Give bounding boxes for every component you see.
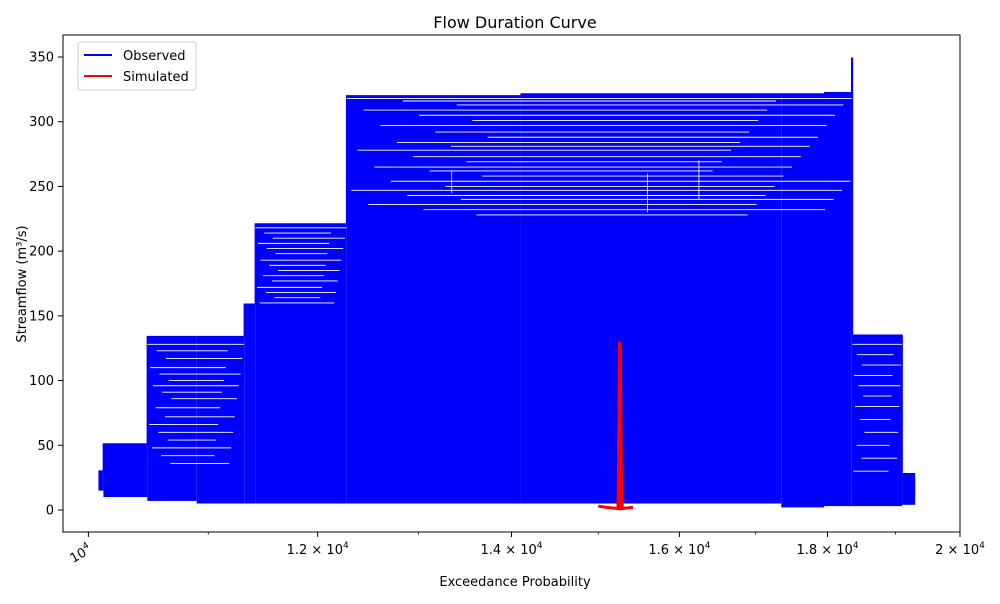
x-axis-label: Exceedance Probability	[439, 575, 591, 590]
y-axis: 0 50 100 150 200 250 300 350	[29, 51, 63, 519]
y-axis-label: Streamflow (m³/s)	[15, 225, 30, 342]
x-tick-label: 1.4 × 104	[480, 541, 542, 558]
observed-band	[824, 92, 852, 506]
legend: Observed Simulated	[78, 42, 196, 90]
observed-band	[98, 471, 103, 490]
observed-band	[255, 224, 346, 504]
y-tick-label: 100	[29, 374, 54, 389]
observed-band	[902, 474, 915, 505]
x-tick-label: 104	[67, 541, 95, 567]
y-tick-label: 200	[29, 245, 54, 260]
y-tick-label: 250	[29, 180, 54, 195]
observed-band	[244, 304, 255, 503]
legend-label-simulated: Simulated	[123, 70, 189, 85]
observed-band	[781, 93, 824, 507]
observed-band	[103, 444, 147, 497]
y-tick-label: 0	[46, 503, 54, 518]
observed-band	[852, 335, 902, 506]
observed-band	[147, 337, 196, 501]
y-tick-label: 150	[29, 309, 54, 324]
y-tick-label: 50	[37, 439, 54, 454]
observed-band	[197, 337, 245, 504]
x-tick-label: 1.2 × 104	[287, 541, 349, 558]
y-tick-label: 300	[29, 115, 54, 130]
observed-band	[520, 93, 781, 503]
simulated-baseline	[598, 506, 633, 509]
x-tick-label: 1.8 × 104	[796, 541, 858, 558]
x-tick-label: 2 × 104	[935, 541, 985, 558]
legend-label-observed: Observed	[123, 49, 186, 64]
x-tick-label: 1.6 × 104	[648, 541, 710, 558]
y-tick-label: 350	[29, 51, 54, 66]
chart-title: Flow Duration Curve	[433, 13, 596, 32]
x-axis: 104 1.2 × 104 1.4 × 104 1.6 × 104 1.8 × 104 2…	[67, 532, 986, 567]
observed-series	[98, 58, 915, 507]
